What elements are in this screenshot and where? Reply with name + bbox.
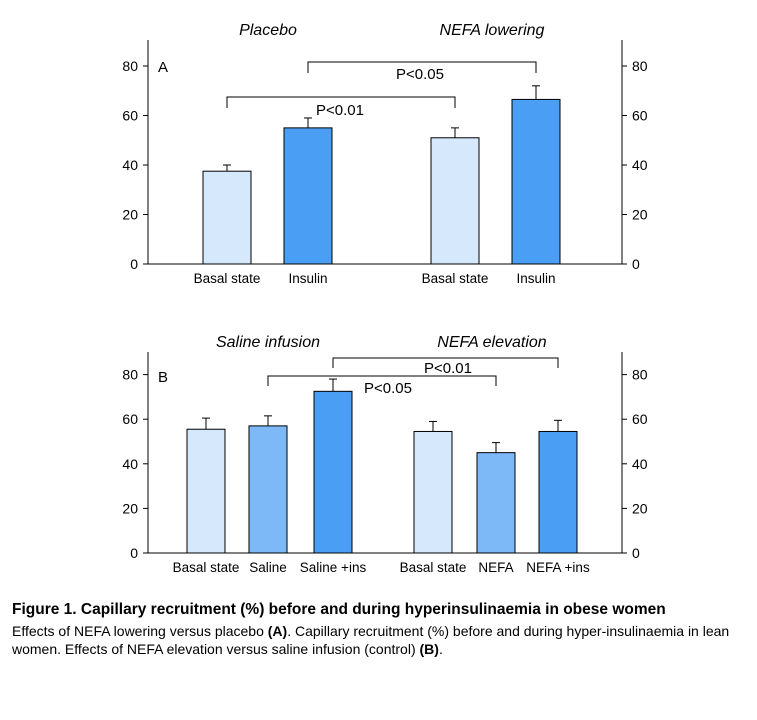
panel-b-chart: 0 0 20 20 40 40 60 60 80 80 B Saline infusion NEFA e…	[122, 334, 647, 575]
x-category-label: NEFA	[478, 560, 513, 575]
y-tick-label-right: 40	[632, 157, 648, 173]
y-tick-label-right: 0	[632, 545, 640, 561]
significance-bracket	[267, 375, 497, 386]
caption-title: Figure 1. Capillary recruitment (%) befo…	[12, 601, 666, 618]
figure-caption: Figure 1. Capillary recruitment (%) befo…	[12, 600, 747, 658]
panel-a-chart: 0 0 20 20 40 40 60 60 80 80 A Placebo NEFA lowering B…	[122, 22, 647, 286]
significance-label: P<0.05	[364, 380, 412, 397]
significance-bracket	[307, 61, 537, 73]
bar	[186, 428, 226, 554]
x-category-label: Basal state	[173, 560, 240, 575]
y-tick-label-left: 40	[122, 157, 138, 173]
significance-label: P<0.01	[424, 360, 472, 377]
y-tick-label-left: 60	[122, 108, 138, 124]
y-tick-label-left: 40	[122, 456, 138, 472]
figure-canvas: 0 0 20 20 40 40 60 60 80 80 A Placebo NEFA lowering B…	[122, 22, 647, 575]
x-category-label: Basal state	[400, 560, 467, 575]
caption-bold-b: (B)	[419, 641, 439, 657]
bar	[248, 425, 288, 554]
y-tick-label-left: 0	[130, 545, 138, 561]
bar	[538, 430, 578, 554]
bar	[430, 137, 480, 265]
y-tick-label-right: 60	[632, 108, 648, 124]
x-category-label: Insulin	[288, 271, 327, 286]
bar	[313, 390, 353, 554]
caption-bold-a: (A)	[267, 623, 288, 639]
x-category-label: Basal state	[194, 271, 261, 286]
bar	[511, 98, 561, 265]
group-title: NEFA lowering	[440, 22, 545, 39]
panel-label: A	[158, 59, 168, 76]
y-tick-label-right: 80	[632, 367, 648, 383]
panel-label: B	[158, 369, 168, 386]
group-title: Placebo	[239, 22, 297, 39]
x-category-label: Insulin	[516, 271, 555, 286]
significance-label: P<0.05	[396, 66, 444, 83]
y-tick-label-left: 60	[122, 411, 138, 427]
significance-bracket	[332, 357, 559, 368]
caption-text-1: Effects of NEFA lowering versus placebo	[12, 623, 268, 639]
group-title: NEFA elevation	[437, 334, 546, 351]
caption-text-2: . Capillary recruitment (%) before and d…	[12, 623, 730, 657]
y-tick-label-right: 80	[632, 58, 648, 74]
y-tick-label-right: 40	[632, 456, 648, 472]
group-title: Saline infusion	[216, 334, 320, 351]
bar	[283, 127, 333, 265]
significance-label: P<0.01	[316, 102, 364, 119]
significance-bracket	[226, 96, 456, 108]
x-category-label: Saline	[249, 560, 287, 575]
y-tick-label-left: 80	[122, 367, 138, 383]
y-tick-label-right: 20	[632, 207, 648, 223]
bar	[476, 452, 516, 554]
caption-text-3: .	[438, 641, 443, 657]
y-tick-label-right: 60	[632, 411, 648, 427]
bar	[413, 430, 453, 554]
y-tick-label-right: 0	[632, 256, 640, 272]
caption-body: Effects of NEFA lowering versus placebo …	[12, 622, 747, 658]
y-tick-label-left: 0	[130, 256, 138, 272]
x-category-label: Saline +ins	[300, 560, 367, 575]
y-tick-label-left: 20	[122, 207, 138, 223]
y-tick-label-right: 20	[632, 500, 648, 516]
x-category-label: NEFA +ins	[526, 560, 590, 575]
bar	[202, 170, 252, 265]
x-category-label: Basal state	[422, 271, 489, 286]
y-tick-label-left: 20	[122, 500, 138, 516]
y-tick-label-left: 80	[122, 58, 138, 74]
